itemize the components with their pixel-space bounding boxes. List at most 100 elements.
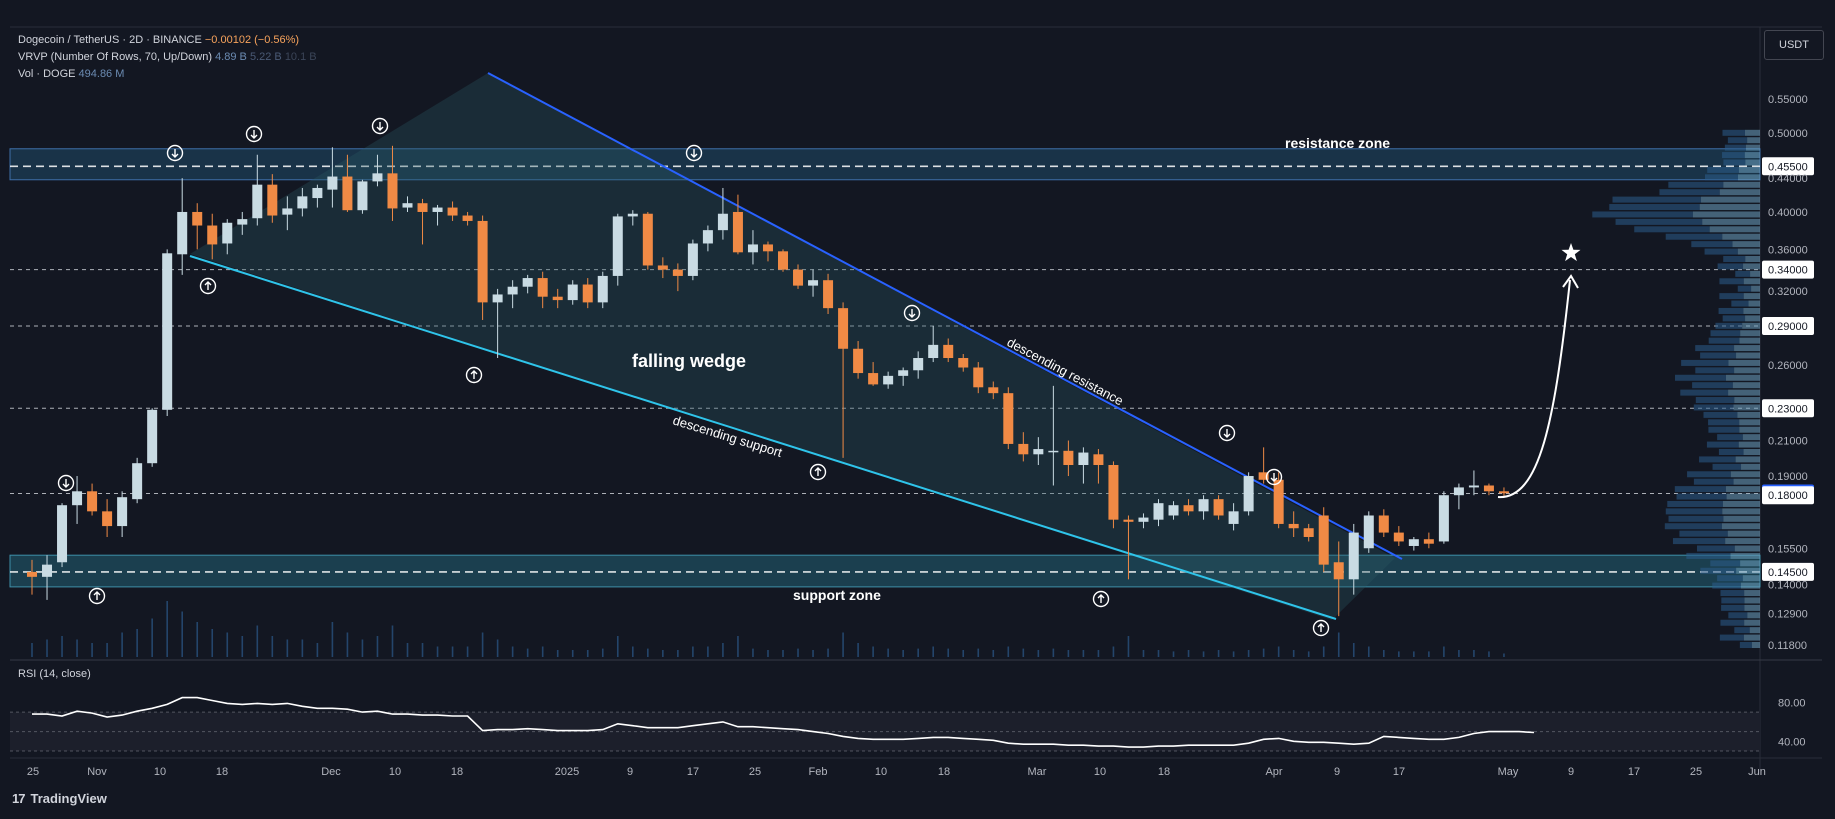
profile-row-down <box>1725 486 1760 493</box>
down-arrow-icon <box>685 144 703 162</box>
profile-row-down <box>1743 293 1760 300</box>
candle-body <box>267 184 278 216</box>
candle <box>823 273 834 315</box>
arrow-ring <box>809 463 827 481</box>
candle <box>222 219 233 255</box>
volume-bar <box>1443 646 1445 657</box>
tradingview-mark-icon: 17 <box>12 791 26 806</box>
price-tick-label: 0.19000 <box>1768 471 1808 483</box>
candle <box>913 351 924 379</box>
profile-row-up <box>1708 337 1740 344</box>
candle-body <box>898 370 909 376</box>
time-tick-label: 18 <box>938 766 950 778</box>
candle-body <box>162 253 173 410</box>
volume-bar <box>1067 650 1070 657</box>
profile-row-up <box>1680 389 1729 396</box>
vrvp-value-1: 4.89 B <box>215 51 247 63</box>
candle <box>1228 503 1239 531</box>
volume-bar <box>737 636 739 657</box>
volume-label[interactable]: Vol · DOGE <box>18 68 76 80</box>
down-arrow-icon <box>903 304 921 322</box>
candle-body <box>1453 487 1464 496</box>
price-tick-label: 0.21000 <box>1768 436 1808 448</box>
profile-row-up <box>1668 181 1724 188</box>
time-tick-label: 25 <box>749 766 761 778</box>
candle <box>537 271 548 309</box>
profile-row-down <box>1734 367 1760 374</box>
tradingview-logo[interactable]: 17 TradingView <box>12 791 107 806</box>
profile-row-down <box>1735 456 1760 463</box>
candle <box>1003 387 1014 450</box>
profile-row-down <box>1743 449 1760 456</box>
rsi-tick-label: 40.00 <box>1778 736 1806 748</box>
volume-bar <box>1488 651 1490 657</box>
pivot-arrows <box>57 117 1581 637</box>
profile-row-down <box>1743 634 1760 641</box>
candle-body <box>297 196 308 209</box>
candle-body <box>477 220 488 303</box>
candle <box>762 241 773 262</box>
currency-button[interactable]: USDT <box>1764 30 1824 60</box>
volume-bar <box>1428 651 1430 657</box>
profile-row-up <box>1659 189 1720 196</box>
volume-bar <box>346 632 349 657</box>
vrvp-label[interactable]: VRVP (Number Of Rows, 70, Up/Down) <box>18 51 212 63</box>
level-price-tag <box>1762 486 1814 505</box>
profile-row-down <box>1722 508 1760 515</box>
volume-bar <box>1383 650 1385 657</box>
symbol-title[interactable]: Dogecoin / TetherUS · 2D · BINANCE <box>18 34 202 46</box>
volume-bar <box>962 650 965 657</box>
profile-row-up <box>1722 129 1745 136</box>
time-tick-label: 25 <box>27 766 39 778</box>
profile-row-up <box>1718 449 1744 456</box>
profile-row-up <box>1668 515 1724 522</box>
profile-row-up <box>1681 359 1729 366</box>
profile-row-down <box>1747 137 1760 144</box>
candle <box>1183 499 1194 516</box>
profile-row-up <box>1704 248 1738 255</box>
profile-row-up <box>1731 300 1749 307</box>
candle <box>988 381 999 400</box>
profile-row-down <box>1747 612 1760 619</box>
candle <box>87 483 98 516</box>
volume-bar <box>1217 650 1220 657</box>
profile-row-down <box>1738 174 1760 181</box>
candle-body <box>928 344 939 359</box>
candle-body <box>417 203 428 212</box>
candle-body <box>237 219 248 225</box>
profile-row-down <box>1727 530 1760 537</box>
projection-arrowhead-icon <box>1562 274 1579 289</box>
price-tick-label: 0.11800 <box>1768 640 1807 652</box>
volume-bar <box>887 648 889 657</box>
price-change: −0.00102 (−0.56%) <box>204 34 300 46</box>
volume-bar <box>136 629 138 657</box>
candle-body <box>27 571 37 577</box>
candle <box>1168 501 1179 520</box>
profile-row-up <box>1724 144 1746 151</box>
volume-bar <box>1398 651 1400 657</box>
candle <box>928 326 939 363</box>
candle <box>657 257 668 279</box>
volume-bar <box>1127 636 1130 657</box>
candle <box>1243 472 1254 516</box>
candle-body <box>1333 562 1344 580</box>
candle <box>943 338 954 363</box>
candle-body <box>1183 505 1194 512</box>
volume-bar <box>1052 648 1055 657</box>
candle-body <box>988 387 999 394</box>
arrow-ring <box>57 474 75 492</box>
candle <box>1498 487 1509 498</box>
up-arrow-icon <box>809 463 827 481</box>
rsi-legend[interactable]: RSI (14, close) <box>18 668 91 680</box>
projection-curve <box>1497 279 1571 499</box>
candle <box>72 476 83 524</box>
time-tick-label: 9 <box>1568 766 1574 778</box>
volume-bar <box>31 643 33 657</box>
volume-bar <box>842 632 844 657</box>
profile-row-down <box>1736 352 1760 359</box>
support-zone <box>9 554 1761 588</box>
arrow-ring <box>685 144 703 162</box>
volume-bar <box>1473 650 1475 657</box>
volume-bar <box>556 650 559 657</box>
